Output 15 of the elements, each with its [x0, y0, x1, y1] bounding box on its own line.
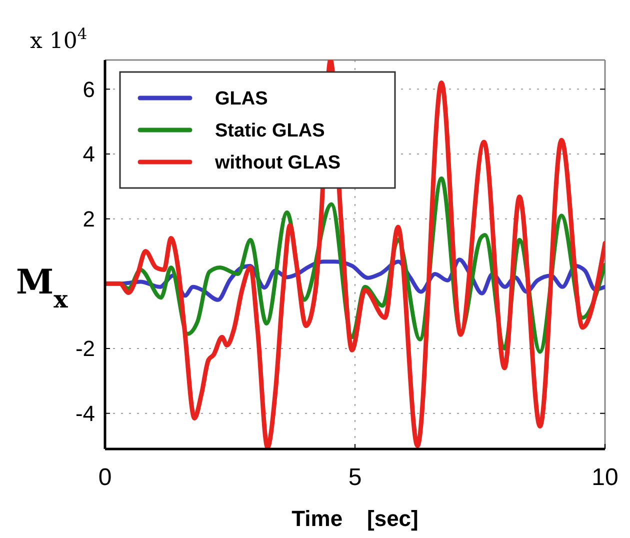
text: x 10$^{4}$	[30, 25, 88, 54]
y-axis-title: M$_{x}$	[16, 262, 69, 314]
legend-label: without GLAS	[214, 152, 341, 174]
x-tick-label: 10	[592, 464, 618, 491]
line-series	[105, 60, 605, 449]
legend-label: Static GLAS	[215, 120, 325, 142]
y-tick-label: 6	[82, 76, 95, 102]
legend-label: GLAS	[215, 88, 268, 110]
x-axis-title: Time [sec]	[292, 506, 418, 531]
y-tick-label: -4	[75, 401, 95, 426]
y-tick-label: 2	[82, 206, 95, 232]
y-tick-label: 4	[82, 142, 95, 167]
x-tick-label: 0	[98, 464, 112, 491]
x-tick-label: 5	[348, 464, 362, 491]
y-tick-label: -2	[75, 336, 95, 362]
